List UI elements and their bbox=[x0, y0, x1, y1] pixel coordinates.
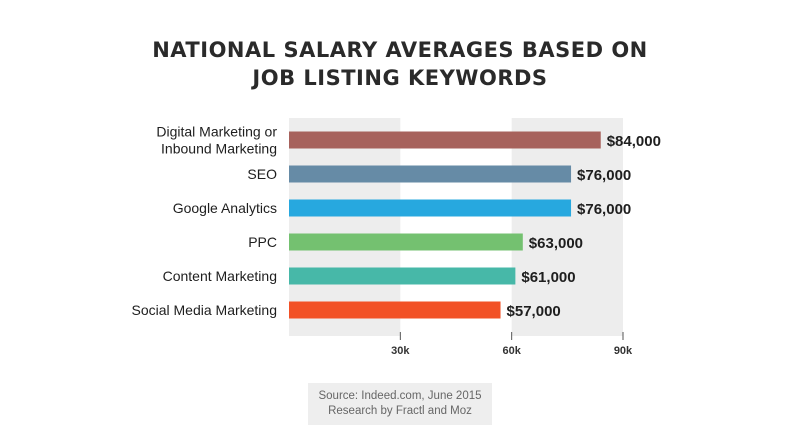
category-label: Content Marketing bbox=[163, 268, 277, 284]
source-line: Source: Indeed.com, June 2015 bbox=[318, 390, 482, 402]
category-label: Social Media Marketing bbox=[131, 302, 277, 318]
chart-title: NATIONAL SALARY AVERAGES BASED ON JOB LI… bbox=[152, 38, 648, 90]
value-label: $57,000 bbox=[507, 303, 561, 320]
category-label: PPC bbox=[248, 234, 277, 250]
bar bbox=[289, 233, 523, 251]
bar bbox=[289, 301, 501, 319]
bar bbox=[289, 131, 601, 149]
x-tick-label: 60k bbox=[502, 345, 521, 357]
value-label: $76,000 bbox=[577, 167, 631, 184]
x-tick-label: 30k bbox=[391, 345, 410, 357]
category-label: SEO bbox=[247, 166, 277, 182]
value-label: $63,000 bbox=[529, 235, 583, 252]
source-box: Source: Indeed.com, June 2015 Research b… bbox=[308, 383, 492, 425]
research-credit: Research by Fractl and Moz bbox=[328, 405, 472, 417]
value-label: $84,000 bbox=[607, 133, 661, 150]
category-label: Digital Marketing or Inbound Marketing bbox=[156, 124, 277, 157]
bar bbox=[289, 165, 572, 183]
value-label: $61,000 bbox=[521, 269, 575, 286]
value-label: $76,000 bbox=[577, 201, 631, 218]
bar bbox=[289, 199, 572, 217]
category-label: Google Analytics bbox=[173, 200, 277, 216]
x-tick-label: 90k bbox=[614, 345, 633, 357]
background-band bbox=[511, 118, 623, 336]
bar bbox=[289, 267, 516, 285]
background-band bbox=[289, 118, 401, 336]
